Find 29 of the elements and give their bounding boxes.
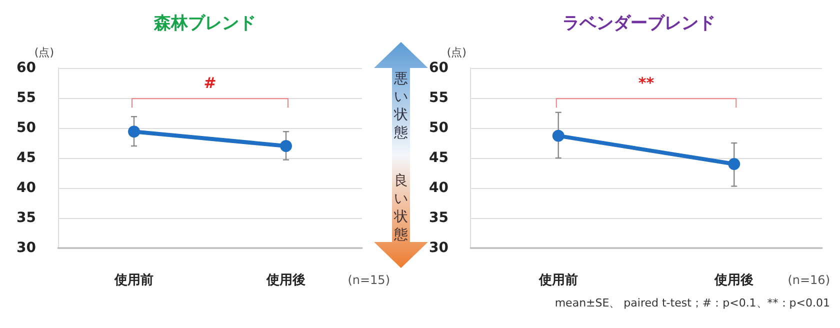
- y-tick-label: 40: [16, 180, 36, 196]
- text: 良い状態: [393, 172, 409, 244]
- x-tick-label: 使用後: [714, 272, 754, 288]
- x-tick-label: 使用前: [538, 273, 578, 288]
- y-tick-label: 40: [429, 180, 449, 196]
- y-tick-label: 35: [429, 210, 448, 226]
- chart-title: 森林ブレンド: [153, 14, 256, 34]
- x-tick-label: 使用後: [266, 272, 306, 288]
- annotation: **: [638, 74, 654, 92]
- y-tick-label: 60: [16, 60, 36, 76]
- annotation: #: [204, 74, 216, 92]
- text: (n=15): [348, 273, 390, 287]
- y-tick-label: 30: [16, 240, 36, 256]
- y-tick-label: 45: [16, 150, 36, 166]
- chart-title: ラベンダーブレンド: [562, 14, 716, 34]
- y-tick-label: 50: [16, 120, 36, 136]
- y-tick-label: 50: [429, 120, 449, 136]
- x-tick-label: 使用前: [114, 273, 154, 288]
- y-axis-title: (点): [446, 46, 466, 59]
- y-tick-label: 30: [429, 240, 449, 256]
- y-tick-label: 55: [16, 90, 36, 106]
- y-axis-title: (点): [34, 46, 54, 59]
- text: 悪い状態: [393, 70, 409, 142]
- y-tick-label: 60: [429, 60, 449, 76]
- y-tick-label: 45: [429, 150, 448, 166]
- text: mean±SE、 paired t-test；#：p<0.1、**：p<0.01: [554, 296, 830, 310]
- y-tick-label: 35: [16, 210, 36, 226]
- text: (n=16): [788, 273, 830, 287]
- y-tick-label: 55: [429, 90, 448, 106]
